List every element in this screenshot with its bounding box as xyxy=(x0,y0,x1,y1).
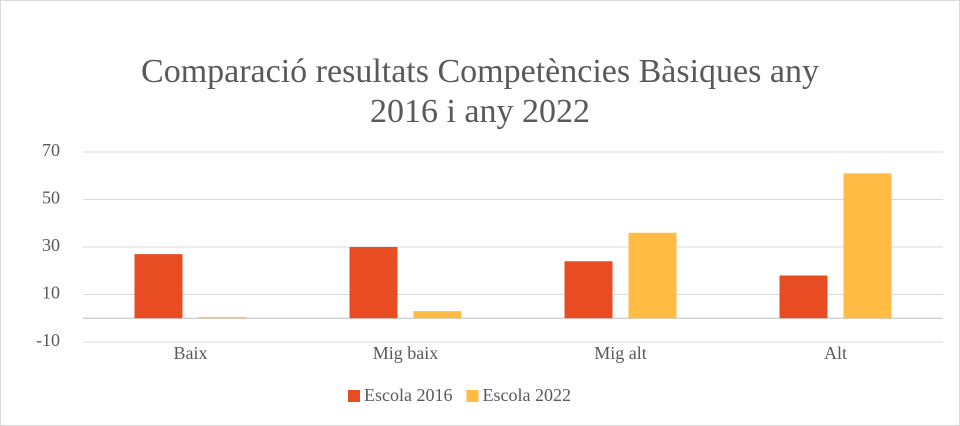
bar xyxy=(628,232,677,319)
y-tick-label: 70 xyxy=(42,140,60,160)
y-tick-label: -10 xyxy=(36,330,60,350)
bar xyxy=(198,317,247,319)
x-tick-label: Baix xyxy=(174,343,208,363)
y-tick-label: 10 xyxy=(42,283,60,303)
bar xyxy=(349,247,398,319)
x-tick-label: Mig baix xyxy=(373,343,439,363)
bar xyxy=(564,261,613,319)
bar xyxy=(134,254,183,319)
chart-title: Comparació resultats Competències Bàsiqu… xyxy=(141,53,819,130)
legend-label: Escola 2022 xyxy=(482,385,570,405)
legend-swatch xyxy=(348,390,360,402)
x-tick-label: Alt xyxy=(824,343,847,363)
x-tick-label: Mig alt xyxy=(594,343,647,363)
legend-swatch xyxy=(466,390,479,402)
y-tick-label: 50 xyxy=(42,188,60,208)
legend-label: Escola 2016 xyxy=(364,385,452,405)
y-tick-label: 30 xyxy=(42,235,60,255)
bar xyxy=(779,275,828,319)
bar xyxy=(843,173,892,319)
bar xyxy=(413,311,462,319)
